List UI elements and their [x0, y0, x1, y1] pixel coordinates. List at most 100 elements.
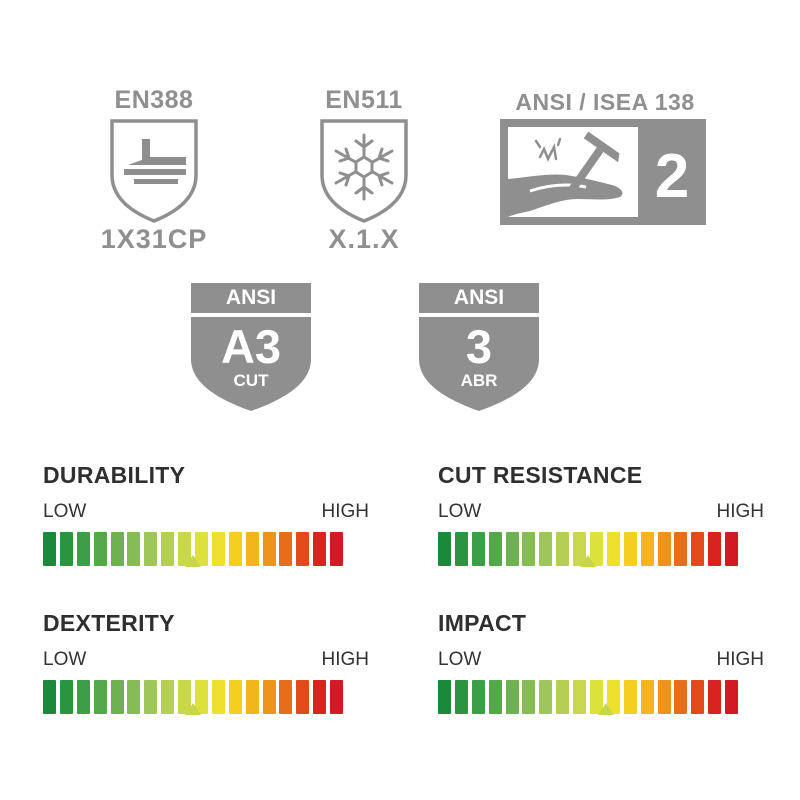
cut-resistance-scale-labels: LOW HIGH: [438, 501, 768, 523]
meter-segment: [606, 532, 620, 566]
impact-title: IMPACT: [438, 610, 527, 636]
meter-segment: [691, 532, 705, 566]
en388-title: EN388: [114, 86, 194, 114]
meter-segment: [674, 680, 688, 714]
meter-segment: [110, 532, 124, 566]
impact-low-label: LOW: [438, 649, 482, 670]
meter-segment: [556, 532, 570, 566]
dexterity-low-label: LOW: [43, 649, 87, 670]
impact-hand-hammer-icon: 2: [500, 119, 706, 225]
meter-segment: [522, 532, 536, 566]
ansi-cut-shield-icon: [191, 283, 311, 411]
meter-segment: [708, 680, 722, 714]
dexterity-level-marker: [185, 703, 202, 715]
meter-segment: [725, 532, 739, 566]
meter-segment: [691, 680, 705, 714]
ansi-abrasion-shield-icon: [419, 283, 539, 411]
cut-resistance-low-label: LOW: [438, 501, 482, 522]
impact-level: 2: [655, 142, 689, 211]
meter-segment: [471, 680, 485, 714]
meter-segment: [505, 532, 519, 566]
meter-segment: [657, 532, 671, 566]
ansi-abrasion-badge: ANSI 3 ABR: [417, 283, 541, 413]
meter-segment: [211, 680, 225, 714]
ansi-cut-type: CUT: [233, 371, 269, 390]
meter-segment: [43, 532, 56, 566]
meter-segment: [438, 680, 451, 714]
meter-segment: [488, 532, 502, 566]
dexterity-high-label: HIGH: [321, 649, 370, 670]
meter-segment: [640, 680, 654, 714]
durability-high-label: HIGH: [321, 501, 370, 522]
meter-segment: [43, 680, 56, 714]
meter-segment: [539, 680, 553, 714]
ansi-abrasion-level: 3: [465, 320, 493, 373]
meter-segment: [127, 680, 141, 714]
ansi-abrasion-label: ANSI: [453, 286, 505, 309]
cut-level-marker: [580, 555, 597, 567]
meter-segment: [623, 532, 637, 566]
meter-segment: [657, 680, 671, 714]
impact-meter: IMPACT LOW HIGH: [438, 610, 768, 715]
en511-rating: X.1.X: [328, 224, 400, 254]
meter-segment: [330, 532, 344, 566]
meter-segment: [313, 532, 327, 566]
impact-scale-labels: LOW HIGH: [438, 649, 768, 671]
meter-segment: [161, 680, 175, 714]
meter-segment: [488, 680, 502, 714]
meter-segment: [623, 680, 637, 714]
ansi-isea-138-badge: ANSI / ISEA 138 2: [500, 91, 710, 225]
meter-segment: [93, 532, 107, 566]
meter-segment: [505, 680, 519, 714]
meter-segment: [539, 532, 553, 566]
meter-segment: [110, 680, 124, 714]
meter-segment: [279, 680, 293, 714]
meter-segment: [262, 680, 276, 714]
meter-segment: [313, 680, 327, 714]
meter-segment: [262, 532, 276, 566]
meter-segment: [93, 680, 107, 714]
meter-segment: [228, 532, 242, 566]
en511-badge: EN511 X.1.X: [304, 88, 424, 253]
cut-resistance-title: CUT RESISTANCE: [438, 462, 643, 488]
meter-segment: [454, 680, 468, 714]
meter-segment: [674, 532, 688, 566]
meter-segment: [296, 532, 310, 566]
durability-meter: DURABILITY LOW HIGH: [43, 462, 373, 567]
impact-high-label: HIGH: [716, 649, 765, 670]
impact-level-marker: [598, 703, 615, 715]
ansi-isea-title: ANSI / ISEA 138: [515, 89, 695, 115]
meter-segment: [471, 532, 485, 566]
durability-title: DURABILITY: [43, 462, 186, 488]
meter-segment: [161, 532, 175, 566]
snowflake-icon: [320, 119, 408, 223]
meter-segment: [725, 680, 739, 714]
meter-segment: [522, 680, 536, 714]
meter-segment: [144, 680, 158, 714]
meter-segment: [59, 532, 73, 566]
meter-segment: [127, 532, 141, 566]
meter-segment: [76, 532, 90, 566]
meter-segment: [279, 532, 293, 566]
ansi-abrasion-type: ABR: [460, 371, 498, 390]
impact-level-box: 2: [500, 119, 706, 225]
en388-badge: EN388 1X31CP: [94, 88, 214, 253]
durability-scale-labels: LOW HIGH: [43, 501, 373, 523]
durability-level-marker: [185, 555, 202, 567]
cut-resistance-high-label: HIGH: [716, 501, 765, 522]
cut-resistance-meter: CUT RESISTANCE LOW HIGH: [438, 462, 768, 567]
durability-low-label: LOW: [43, 501, 87, 522]
meter-segment: [76, 680, 90, 714]
meter-segment: [573, 680, 587, 714]
durability-gradient-bar: [43, 532, 373, 567]
en388-rating: 1X31CP: [100, 224, 208, 254]
dexterity-title: DEXTERITY: [43, 610, 175, 636]
cut-resistance-gradient-bar: [438, 532, 768, 567]
meter-segment: [330, 680, 344, 714]
meter-segment: [296, 680, 310, 714]
ansi-cut-level: A3: [220, 320, 282, 373]
meter-segment: [59, 680, 73, 714]
dexterity-scale-labels: LOW HIGH: [43, 649, 373, 671]
meter-segment: [454, 532, 468, 566]
meter-segment: [245, 532, 259, 566]
